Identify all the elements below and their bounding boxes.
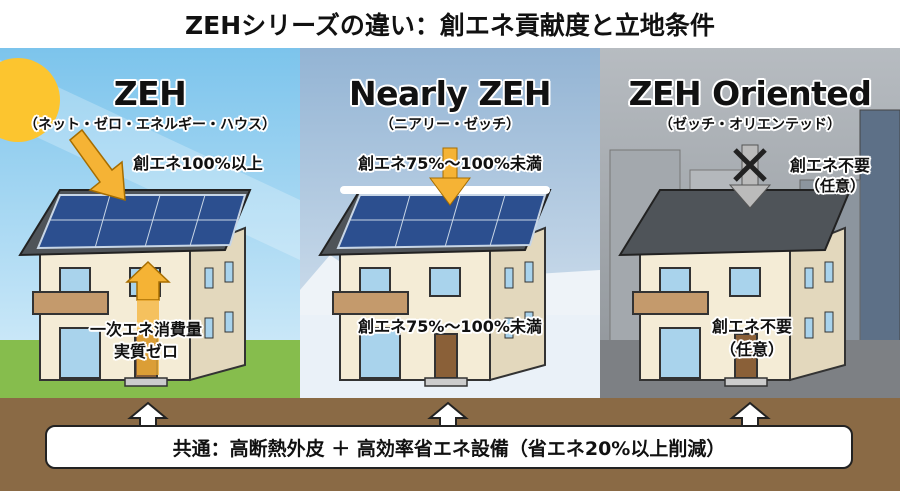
house-label-nearly-zeh: 創エネ75%～100%未満	[358, 317, 542, 336]
panel-zeh-scene	[0, 48, 300, 398]
panel-title-zeh: ZEH	[113, 74, 187, 113]
panel-title-zeh-oriented: ZEH Oriented	[628, 74, 872, 113]
panel-nearly-zeh-scene	[300, 48, 600, 398]
panel-reading-nearly-zeh: （ニアリー・ゼッチ）	[380, 117, 520, 133]
common-requirements-box: 共通：高断熱外皮 ＋ 高効率省エネ設備（省エネ20%以上削減）	[45, 425, 853, 469]
house-label-zeh-oriented-1: 創エネ不要	[711, 317, 793, 336]
arrow-down-icon	[429, 177, 471, 206]
house-label-zeh-oriented-2: （任意）	[719, 340, 785, 359]
roof-label-nearly-zeh: 創エネ75%～100%未満	[358, 154, 542, 173]
house-label-zeh-1: 一次エネ消費量	[89, 320, 203, 339]
arrow-down-icon	[728, 184, 772, 209]
roof-label-zeh-oriented-1: 創エネ不要	[789, 156, 871, 175]
panel-zeh-oriented-scene	[600, 48, 900, 398]
roof-label-zeh: 創エネ100%以上	[133, 154, 263, 173]
house-label-zeh-2: 実質ゼロ	[113, 342, 179, 361]
cross-icon	[733, 148, 767, 182]
roof-label-zeh-oriented-2: （任意）	[804, 177, 866, 195]
arrow-up-icon	[125, 260, 171, 301]
page-title: ZEHシリーズの違い：創エネ貢献度と立地条件	[185, 11, 715, 40]
panel-reading-zeh-oriented: （ゼッチ・オリエンテッド）	[659, 117, 841, 133]
panel-reading-zeh: （ネット・ゼロ・エネルギー・ハウス）	[24, 117, 276, 133]
arrow-down-icon	[68, 128, 126, 202]
panel-title-nearly-zeh: Nearly ZEH	[349, 74, 551, 113]
sun-icon	[0, 58, 60, 142]
